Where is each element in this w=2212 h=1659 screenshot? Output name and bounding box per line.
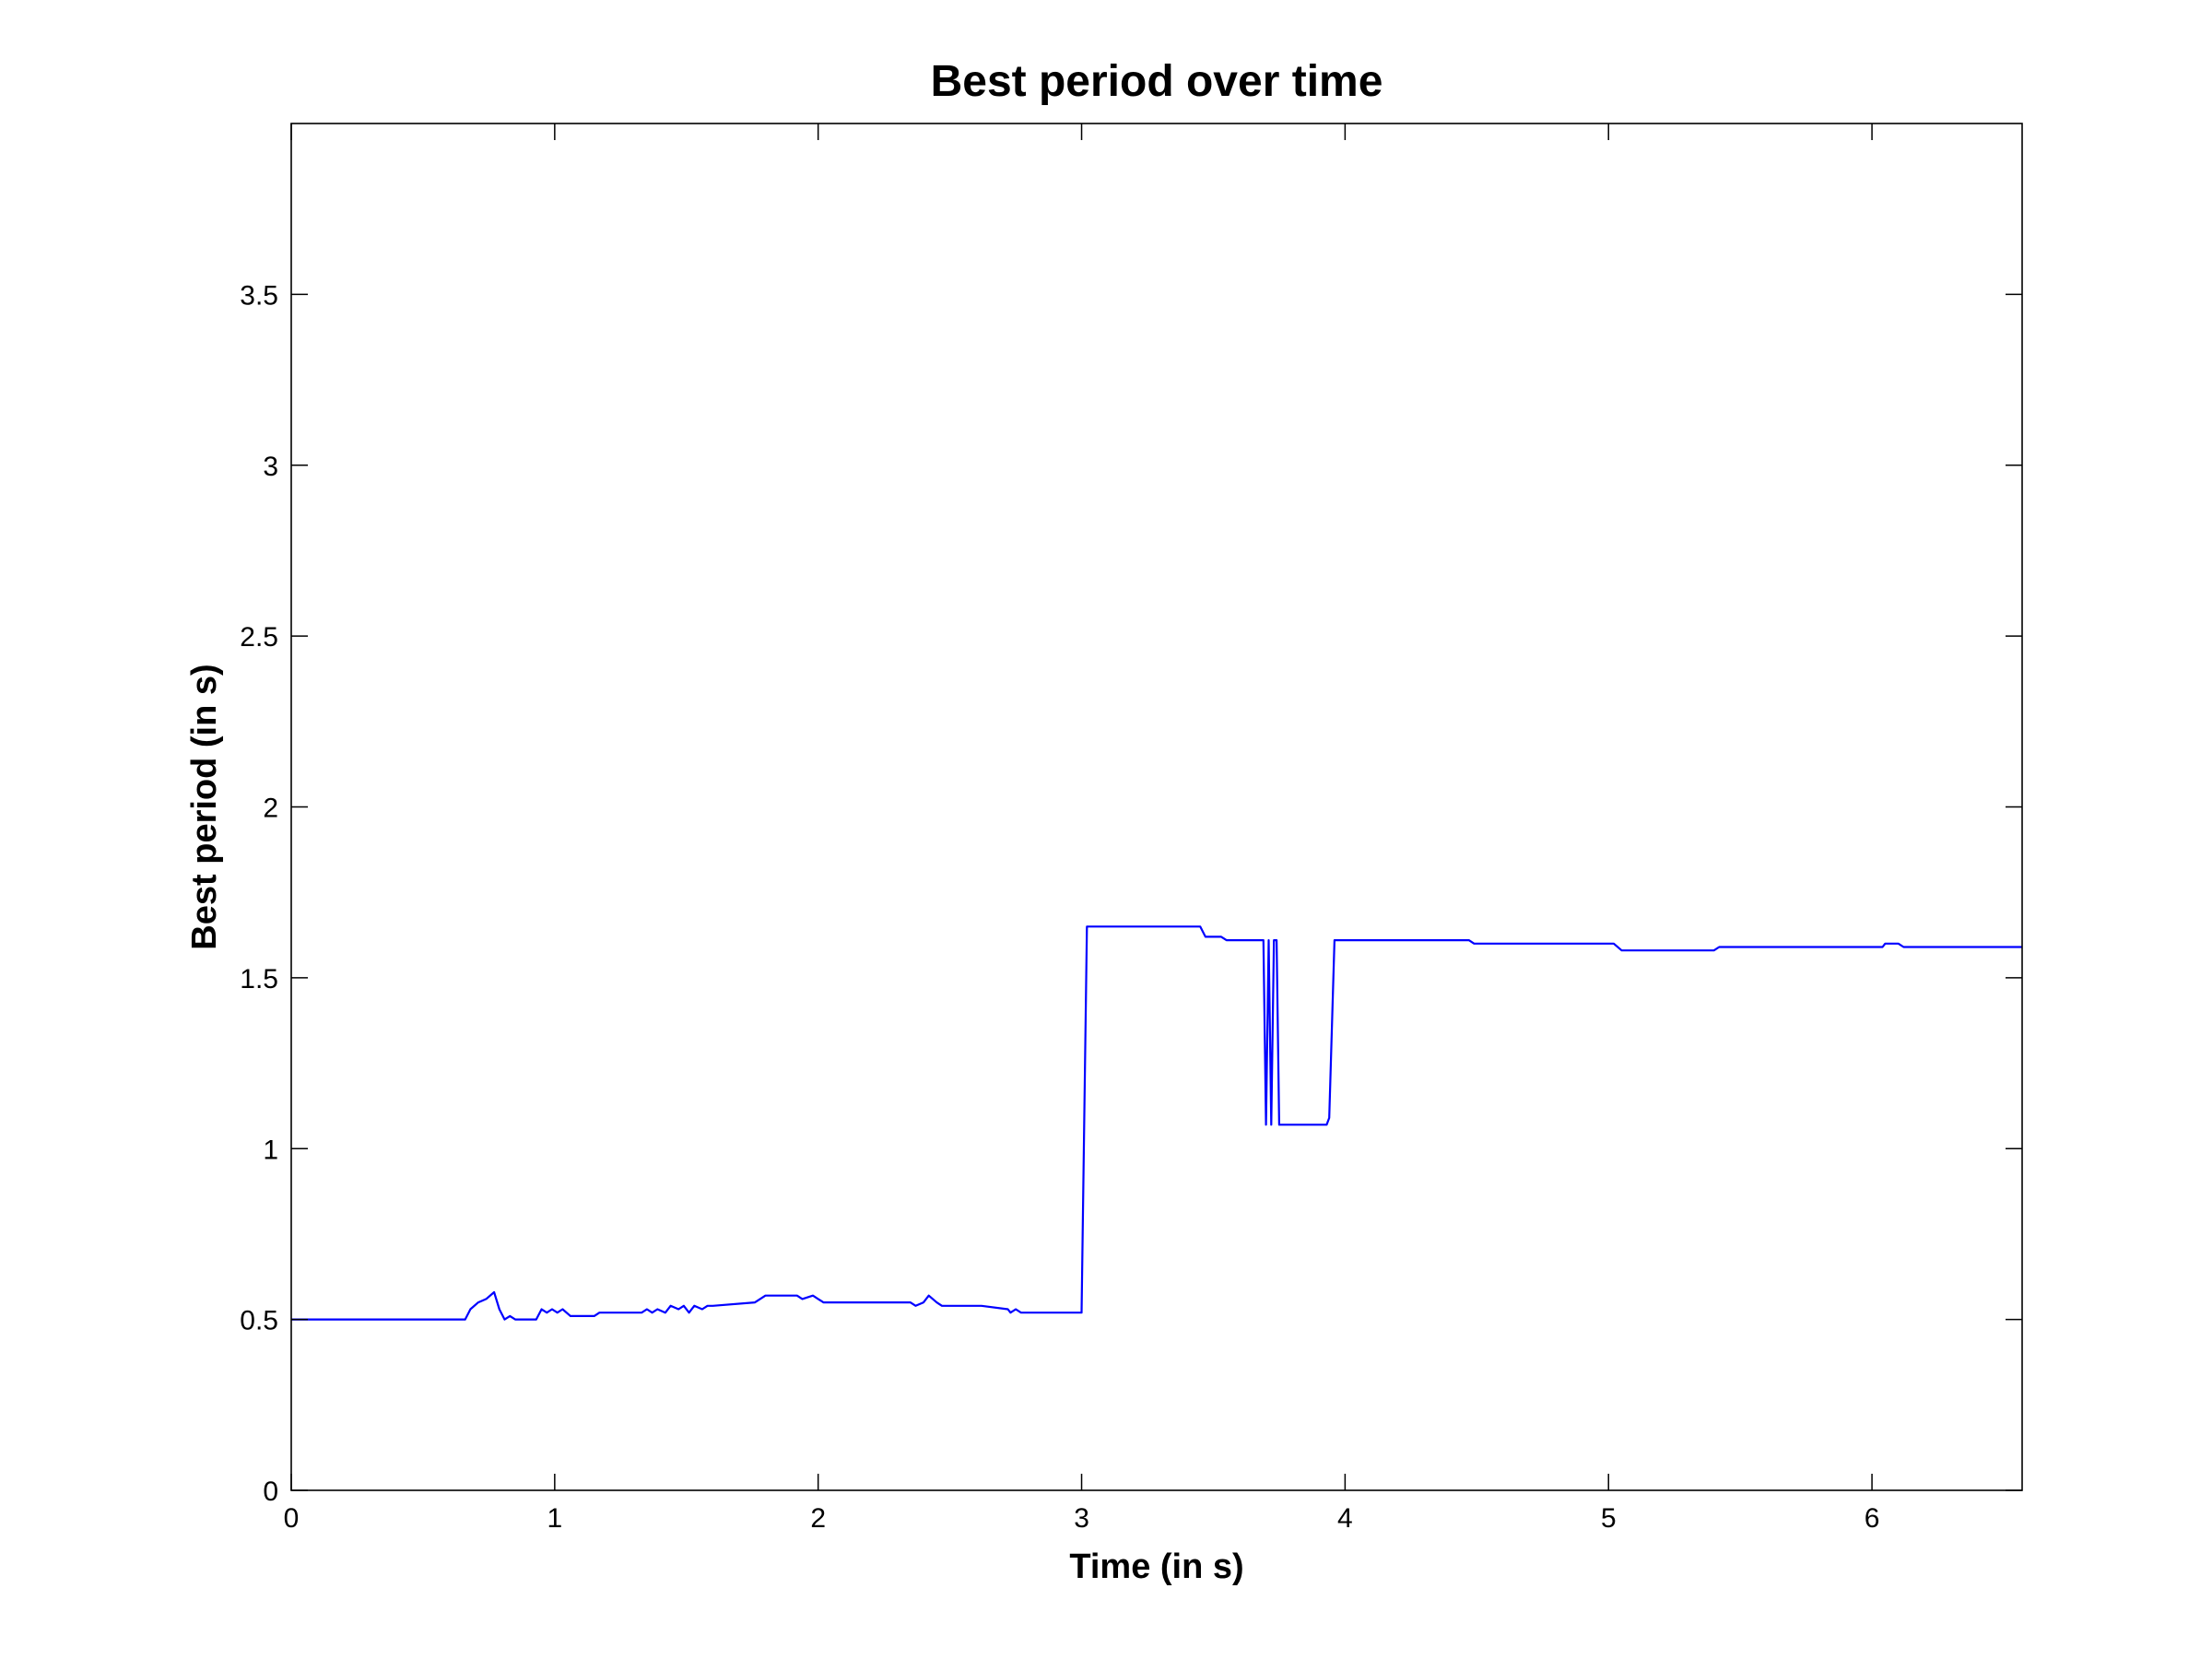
y-tick-label: 1: [263, 1135, 278, 1165]
chart-title: Best period over time: [931, 57, 1383, 106]
x-tick-label: 0: [284, 1503, 300, 1534]
plot-area: 0 1 2 3 4 5 6 0 0.5 1 1.5 2 2.5 3 3.5: [240, 123, 2023, 1534]
y-tick-label: 3.5: [240, 280, 278, 311]
x-axis-label: Time (in s): [1069, 1547, 1243, 1586]
y-tick-label: 2.5: [240, 622, 278, 653]
y-tick-label: 2: [263, 794, 278, 824]
x-tick-label: 5: [1601, 1503, 1617, 1534]
x-tick-label: 1: [547, 1503, 563, 1534]
y-tick-label: 3: [263, 452, 278, 482]
x-tick-label: 2: [810, 1503, 826, 1534]
y-axis-label: Best period (in s): [185, 664, 224, 949]
y-tick-label: 0.5: [240, 1306, 278, 1336]
x-tick-label: 6: [1865, 1503, 1880, 1534]
y-tick-label: 0: [263, 1477, 278, 1507]
y-tick-label: 1.5: [240, 964, 278, 994]
x-tick-label: 3: [1074, 1503, 1089, 1534]
x-tick-label: 4: [1337, 1503, 1353, 1534]
series-line-0: [291, 925, 2022, 1321]
